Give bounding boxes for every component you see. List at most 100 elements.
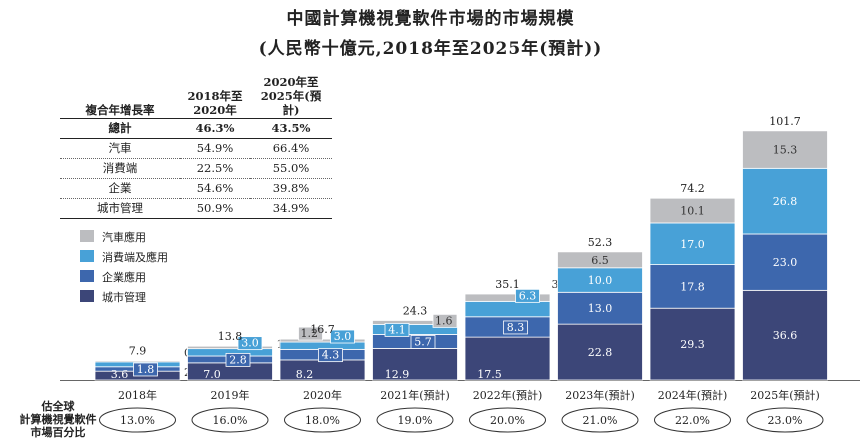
cagr-row-total: 總計 46.3% 43.5% [60, 119, 332, 139]
bar-value-label: 13.0 [588, 302, 613, 315]
global-share-value: 18.0% [305, 414, 340, 427]
bar-segment [464, 293, 551, 302]
legend-label: 城市管理 [102, 290, 146, 304]
cagr-row-label: 城市管理 [97, 201, 143, 215]
legend-swatch [80, 290, 94, 302]
cagr-row-value1: 46.3% [195, 121, 235, 135]
cagr-row-value1: 54.6% [196, 181, 234, 195]
category-label: 2025年(預計) [750, 388, 820, 402]
global-share-value: 16.0% [213, 414, 248, 427]
bar-segment [464, 300, 551, 318]
cagr-header-period2: 2020年至 2025年(預計) [250, 74, 332, 119]
bar-value-label: 3.0 [241, 337, 259, 350]
bar-value-label: 3.6 [111, 368, 129, 381]
bar-segment [742, 233, 828, 291]
bar-value-label: 12.9 [385, 368, 410, 381]
bar-total-label: 7.9 [129, 345, 147, 358]
bar-value-label: 10.1 [680, 205, 705, 218]
cagr-row-city: 城市管理 50.9% 34.9% [60, 199, 332, 219]
bar-value-label: 15.3 [773, 144, 798, 157]
bar-value-label: 8.2 [296, 368, 314, 381]
share-row-label: 計算機視覺軟件 [20, 412, 97, 426]
legend-label: 汽車應用 [102, 230, 146, 244]
bar-segment [464, 336, 551, 381]
cagr-header-period1-text: 2018年至 2020年 [187, 89, 243, 117]
bar-value-callout-box [237, 336, 263, 351]
bar-value-label: 17.8 [680, 280, 705, 293]
global-share-value: 21.0% [583, 414, 618, 427]
bar-value-label: 22.8 [588, 346, 613, 359]
bar-value-callout-box [318, 348, 343, 363]
page-title: 中國計算機視覺軟件市場的市場規模 [286, 9, 575, 29]
bar-total-label: 74.2 [680, 182, 705, 195]
bar-total-label: 13.8 [218, 330, 243, 343]
bar-segment [649, 264, 736, 309]
global-share-value: 19.0% [398, 414, 433, 427]
bar-total-label: 24.3 [403, 304, 428, 317]
category-label: 2020年 [303, 388, 342, 402]
bar-segment [94, 360, 181, 363]
legend-swatch [80, 250, 94, 262]
bar-total-label: 52.3 [588, 236, 613, 249]
bar-value-callout-box [298, 326, 323, 341]
legend-swatch [80, 270, 94, 282]
cagr-row-label: 總計 [108, 121, 132, 135]
global-share-value: 23.0% [768, 414, 803, 427]
legend-label: 消費端及應用 [102, 250, 168, 264]
bar-value-label: 10.0 [588, 274, 613, 287]
bar-value-callout-box [410, 335, 436, 349]
category-label: 2019年 [211, 388, 250, 402]
bar-value-label: 1.6 [435, 314, 453, 327]
bar-segment [372, 320, 458, 325]
bar-value-callout-box [432, 313, 458, 328]
bar-segment [557, 267, 643, 293]
cagr-row-enterprise: 企業 54.6% 39.8% [60, 179, 332, 199]
global-share-value: 13.0% [120, 414, 155, 427]
bar-segment [742, 130, 828, 169]
cagr-header-label: 複合年增長率 [85, 103, 155, 117]
global-share-ellipse [469, 407, 546, 433]
bar-value-label: 8.3 [507, 321, 525, 334]
cagr-row-value2: 34.9% [272, 201, 310, 215]
bar-segment [279, 359, 366, 381]
bar-segment [742, 289, 828, 381]
global-share-ellipse [376, 407, 454, 433]
bar-value-label: 17.5 [477, 368, 502, 381]
bar-value-label: 6.3 [519, 289, 537, 302]
share-row-label: 估全球 [41, 399, 76, 413]
bar-value-label: 26.8 [773, 195, 798, 208]
page-subtitle: (人民幣十億元,2018年至2025年(預計)) [258, 39, 603, 59]
cagr-header-period2-text: 2020年至 2025年(預計) [260, 75, 322, 117]
bar-segment [649, 307, 736, 381]
bar-value-callout-box [330, 329, 355, 344]
bar-value-callout-box [384, 323, 410, 337]
bar-value-callout-box [503, 320, 528, 335]
cagr-row-value1: 54.9% [196, 141, 234, 155]
bar-value-label: 6.5 [591, 254, 609, 267]
legend-label: 企業應用 [102, 270, 146, 284]
bar-total-label: 101.7 [769, 115, 801, 128]
global-share-ellipse [654, 407, 731, 433]
category-label: 2022年(預計) [473, 388, 543, 402]
global-share-ellipse [561, 407, 639, 433]
bar-value-label: 36.6 [773, 329, 798, 342]
bar-total-label: 16.7 [310, 323, 335, 336]
global-share-ellipse [99, 407, 176, 433]
cagr-row-value1: 22.5% [196, 161, 234, 175]
cagr-row-label: 企業 [108, 181, 132, 195]
global-share-ellipse [284, 407, 361, 433]
global-share-ellipse [746, 407, 824, 433]
category-label: 2024年(預計) [658, 388, 728, 402]
bar-value-label: 29.3 [680, 338, 705, 351]
share-row-label: 市場百分比 [31, 425, 86, 439]
bar-value-label: 5.7 [414, 335, 432, 348]
bar-segment [557, 251, 643, 269]
cagr-row-value2: 39.8% [272, 181, 310, 195]
bar-value-label: 7.0 [203, 368, 221, 381]
cagr-row-value1: 50.9% [196, 201, 234, 215]
bar-value-label: 1.8 [137, 363, 155, 376]
bar-value-label: 1.2 [301, 327, 319, 340]
category-label: 2023年(預計) [565, 388, 635, 402]
global-share-value: 22.0% [675, 414, 710, 427]
